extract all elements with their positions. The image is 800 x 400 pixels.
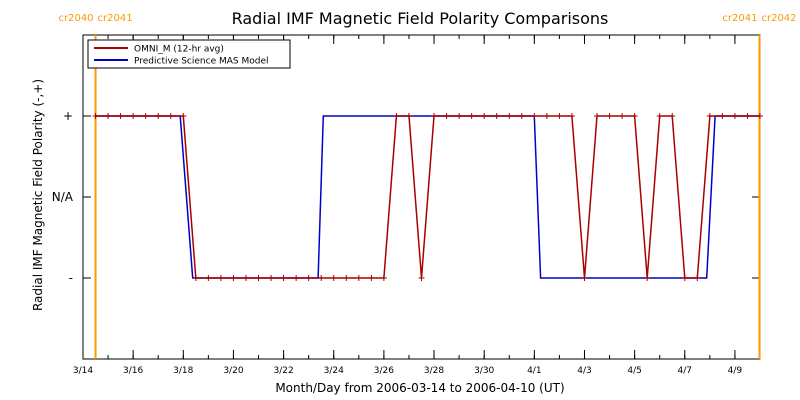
omni-point-marker (217, 275, 224, 281)
omni-point-marker (468, 113, 475, 119)
omni-series-line (95, 115, 760, 279)
omni-point-marker (731, 113, 738, 119)
omni-point-marker (343, 275, 350, 281)
omni-point-marker (192, 275, 199, 281)
x-tick-label: 3/24 (324, 366, 344, 376)
y-tick-label: N/A (52, 190, 74, 204)
omni-point-marker (556, 113, 563, 119)
omni-point-marker (706, 113, 713, 119)
x-tick-label: 3/18 (173, 366, 193, 376)
mas-series-line (95, 115, 760, 279)
omni-point-marker (456, 113, 463, 119)
y-tick-label: - (69, 271, 73, 285)
x-tick-label: 3/22 (273, 366, 293, 376)
y-tick-label: + (63, 109, 73, 123)
omni-point-marker (368, 275, 375, 281)
omni-point-marker (105, 113, 112, 119)
omni-point-marker (92, 113, 99, 119)
omni-point-marker (568, 113, 575, 119)
x-tick-label: 4/1 (527, 366, 541, 376)
y-axis-label: Radial IMF Magnetic Field Polarity (-,+) (31, 79, 45, 311)
omni-point-marker (606, 113, 613, 119)
omni-point-marker (167, 113, 174, 119)
omni-point-marker (380, 275, 387, 281)
omni-point-marker (393, 113, 400, 119)
x-tick-label: 4/7 (678, 366, 692, 376)
omni-point-marker (631, 113, 638, 119)
omni-point-marker (293, 275, 300, 281)
omni-point-marker (757, 113, 763, 119)
carrington-label-right: cr2041 (98, 13, 133, 24)
omni-point-marker (205, 275, 212, 281)
omni-point-marker (280, 275, 287, 281)
omni-point-marker (255, 275, 262, 281)
omni-point-marker (418, 275, 425, 281)
omni-point-marker (518, 113, 525, 119)
x-tick-label: 3/16 (123, 366, 143, 376)
x-tick-label: 3/14 (73, 366, 93, 376)
x-tick-label: 4/3 (577, 366, 591, 376)
omni-point-marker (619, 113, 626, 119)
omni-point-marker (230, 275, 237, 281)
omni-point-marker (180, 113, 187, 119)
omni-point-marker (669, 113, 676, 119)
carrington-label-left: cr2041 (722, 13, 757, 24)
omni-point-marker (405, 113, 412, 119)
omni-point-marker (744, 113, 751, 119)
x-axis-label: Month/Day from 2006-03-14 to 2006-04-10 … (275, 381, 564, 395)
omni-point-marker (481, 113, 488, 119)
omni-point-marker (493, 113, 500, 119)
legend-label-mas: Predictive Science MAS Model (134, 57, 269, 67)
omni-point-marker (581, 275, 588, 281)
omni-point-marker (155, 113, 162, 119)
omni-point-marker (355, 275, 362, 281)
legend-label-omni: OMNI_M (12-hr avg) (134, 45, 224, 55)
omni-point-marker (531, 113, 538, 119)
x-tick-label: 3/28 (424, 366, 444, 376)
omni-point-marker (594, 113, 601, 119)
omni-point-marker (130, 113, 137, 119)
chart-title: Radial IMF Magnetic Field Polarity Compa… (232, 9, 609, 28)
omni-point-marker (443, 113, 450, 119)
omni-point-marker (268, 275, 275, 281)
omni-point-marker (681, 275, 688, 281)
omni-point-marker (719, 113, 726, 119)
omni-point-marker (142, 113, 149, 119)
carrington-label-right: cr2042 (761, 13, 796, 24)
x-tick-label: 3/30 (474, 366, 494, 376)
x-tick-label: 3/20 (223, 366, 243, 376)
x-tick-label: 3/26 (374, 366, 394, 376)
omni-point-marker (431, 113, 438, 119)
omni-point-marker (543, 113, 550, 119)
omni-point-marker (506, 113, 513, 119)
omni-point-marker (656, 113, 663, 119)
legend-box (87, 39, 291, 69)
omni-point-marker (318, 275, 325, 281)
omni-point-marker (644, 275, 651, 281)
x-tick-label: 4/5 (627, 366, 641, 376)
omni-point-marker (242, 275, 249, 281)
omni-point-marker (330, 275, 337, 281)
x-tick-label: 4/9 (728, 366, 743, 376)
omni-point-marker (117, 113, 124, 119)
carrington-label-left: cr2040 (58, 13, 93, 24)
omni-point-marker (694, 275, 701, 281)
omni-point-marker (305, 275, 312, 281)
plot-frame (82, 34, 761, 360)
